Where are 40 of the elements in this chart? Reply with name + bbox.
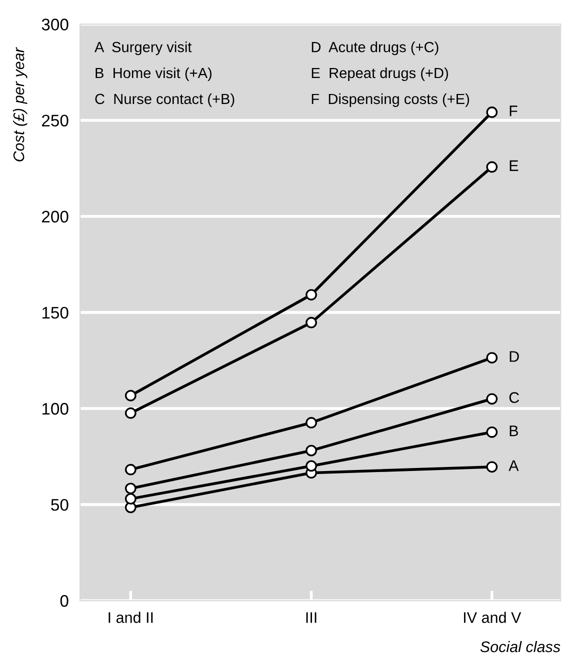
series-label: F — [510, 106, 518, 116]
annotation: F Dispensing costs (+E) — [312, 93, 470, 107]
point — [306, 444, 317, 456]
point — [486, 352, 498, 364]
point — [124, 407, 136, 419]
annotation: D Acute drugs (+C) — [312, 42, 438, 56]
point — [306, 289, 317, 300]
point — [486, 106, 498, 118]
y-tick-label: 0 — [60, 595, 68, 607]
y-tick-label: 300 — [42, 18, 68, 30]
x-axis-title: Social class — [480, 640, 560, 652]
y-tick-label: 200 — [42, 210, 68, 223]
point — [124, 464, 136, 476]
point — [124, 482, 136, 494]
point — [306, 417, 317, 428]
x-tick-label: III — [306, 612, 316, 623]
point — [486, 161, 498, 173]
point — [306, 316, 317, 328]
point — [124, 390, 136, 402]
point — [306, 460, 317, 472]
point — [486, 426, 498, 438]
annotation: A Surgery visit — [94, 42, 192, 56]
point — [486, 461, 498, 473]
y-tick-label: 100 — [42, 402, 68, 415]
series-label: B — [510, 426, 518, 436]
annotation: C Nurse contact (+B) — [95, 93, 234, 107]
x-tick-label: IV and V — [464, 612, 522, 623]
y-tick-label: 250 — [42, 114, 68, 127]
series-label: C — [509, 392, 520, 403]
x-tick-label: I and II — [108, 612, 153, 623]
annotation: B Home visit (+A) — [96, 67, 212, 82]
series-label: D — [510, 351, 519, 362]
y-axis-title: Cost (£) per year — [12, 47, 28, 162]
y-tick-label: 50 — [51, 498, 68, 511]
annotation: E Repeat drugs (+D) — [312, 67, 448, 82]
series-label: E — [510, 160, 518, 171]
series-label: A — [508, 460, 519, 471]
y-tick-label: 150 — [42, 306, 68, 319]
point — [124, 493, 136, 504]
point — [486, 393, 498, 405]
